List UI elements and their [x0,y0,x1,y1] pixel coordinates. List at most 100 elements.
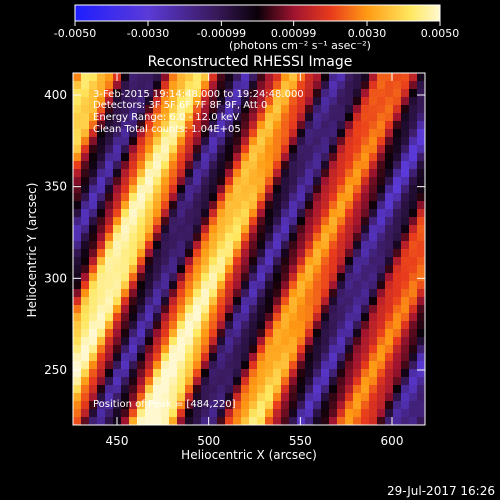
heatmap-cell [185,97,194,106]
heatmap-cell [153,225,162,234]
heatmap-cell [81,217,90,226]
heatmap-cell [249,417,258,425]
heatmap-cell [121,241,130,250]
heatmap-cell [73,137,82,146]
heatmap-cell [313,377,322,386]
heatmap-cell [377,177,386,186]
heatmap-cell [233,393,242,402]
heatmap-cell [177,121,186,130]
heatmap-cell [305,129,314,138]
heatmap-cell [81,321,90,330]
heatmap-cell [257,417,266,425]
heatmap-cell [209,209,218,218]
heatmap-cell [273,321,282,330]
heatmap-cell [329,97,338,106]
heatmap-cell [97,361,106,370]
heatmap-cell [313,297,322,306]
heatmap-cell [265,361,274,370]
heatmap-cell [249,161,258,170]
heatmap-cell [145,121,154,130]
heatmap-cell [217,409,226,418]
heatmap-cell [329,281,338,290]
heatmap-cell [249,73,258,82]
heatmap-cell [385,113,394,122]
heatmap-cell [385,209,394,218]
heatmap-cell [97,401,106,410]
heatmap-cell [153,393,162,402]
heatmap-cell [225,249,234,258]
heatmap-cell [201,305,210,314]
colorbar-tick-label: 0.0050 [421,27,460,40]
heatmap-cell [201,393,210,402]
heatmap-cell [361,225,370,234]
heatmap-cell [129,281,138,290]
heatmap-cell [305,273,314,282]
heatmap-cell [217,161,226,170]
heatmap-cell [161,265,170,274]
heatmap-cell [385,129,394,138]
heatmap-cell [185,233,194,242]
heatmap-cell [217,329,226,338]
heatmap-cell [273,265,282,274]
heatmap-cell [409,121,418,130]
heatmap-cell [273,153,282,162]
heatmap-cell [241,369,250,378]
heatmap-cell [73,313,82,322]
heatmap-cell [89,353,98,362]
heatmap-cell [273,225,282,234]
heatmap-cell [393,329,402,338]
heatmap-cell [201,81,210,90]
heatmap-cell [217,153,226,162]
heatmap-cell [185,145,194,154]
heatmap-cell [193,353,202,362]
heatmap-cell [105,257,114,266]
heatmap-cell [273,329,282,338]
heatmap-cell [297,329,306,338]
heatmap-cell [393,177,402,186]
heatmap-cell [409,89,418,98]
heatmap-cell [233,273,242,282]
heatmap-cell [273,249,282,258]
heatmap-cell [129,137,138,146]
heatmap-cell [81,89,90,98]
heatmap-cell [393,121,402,130]
heatmap-cell [201,177,210,186]
heatmap-cell [305,161,314,170]
heatmap-cell [369,337,378,346]
heatmap-cell [337,129,346,138]
heatmap-cell [257,321,266,330]
heatmap-cell [257,137,266,146]
heatmap-cell [409,233,418,242]
heatmap-cell [81,169,90,178]
heatmap-cell [273,393,282,402]
heatmap-cell [225,201,234,210]
heatmap-cell [385,169,394,178]
heatmap-cell [217,113,226,122]
heatmap-cell [73,169,82,178]
heatmap-cell [193,377,202,386]
colorbar-tick-label: 0.0030 [348,27,387,40]
heatmap-cell [185,129,194,138]
heatmap-cell [345,273,354,282]
heatmap-cell [273,185,282,194]
heatmap-cell [161,105,170,114]
heatmap-cell [113,201,122,210]
heatmap-cell [345,121,354,130]
heatmap-cell [249,241,258,250]
heatmap-cell [121,353,130,362]
heatmap-cell [73,409,82,418]
heatmap-cell [297,297,306,306]
heatmap-cell [233,145,242,154]
heatmap-cell [345,305,354,314]
heatmap-cell [329,81,338,90]
heatmap-cell [289,273,298,282]
heatmap-cell [129,265,138,274]
heatmap-cell [281,129,290,138]
heatmap-cell [137,313,146,322]
heatmap-cell [97,321,106,330]
heatmap-cell [313,185,322,194]
heatmap-cell [81,377,90,386]
heatmap-cell [89,369,98,378]
heatmap-cell [385,329,394,338]
heatmap-cell [313,329,322,338]
